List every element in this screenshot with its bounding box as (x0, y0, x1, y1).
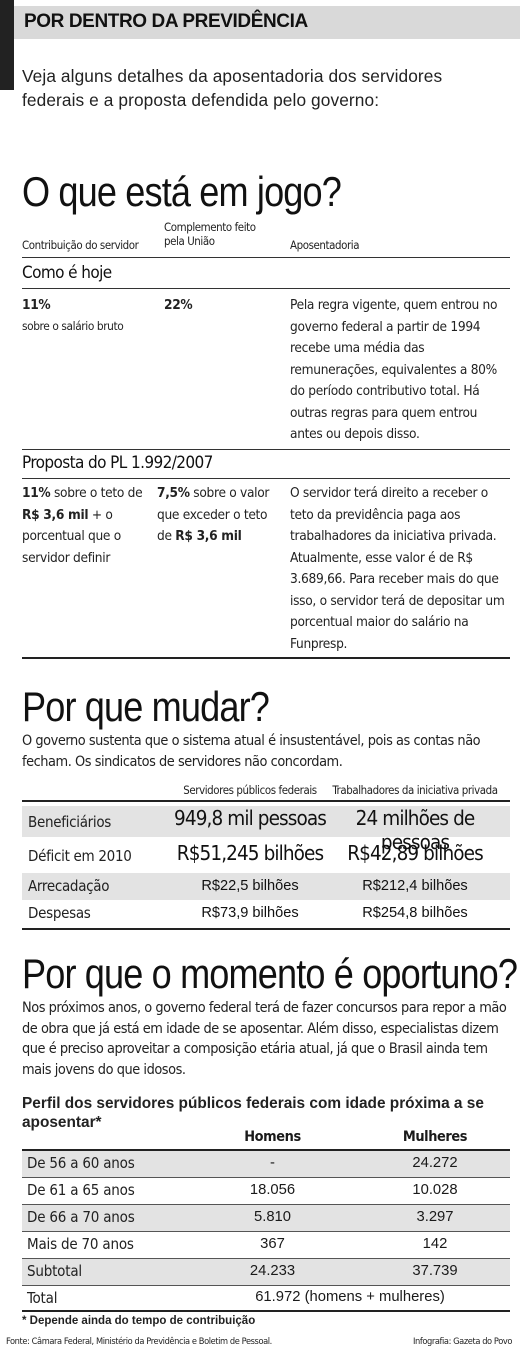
proposal-label: Proposta do PL 1.992/2007 (22, 453, 213, 473)
row-men: 18.056 (249, 1182, 296, 1198)
row-value-public: R$73,9 bilhões (201, 905, 299, 921)
divider (22, 928, 510, 930)
divider (22, 449, 510, 450)
source-credit: Fonte: Câmara Federal, Ministério da Pre… (6, 1336, 272, 1347)
proposal-contribution: 11% sobre o teto de R$ 3,6 mil + o porce… (22, 485, 143, 566)
row-women: 10.028 (412, 1182, 458, 1198)
row-women: 142 (422, 1236, 448, 1252)
row-label: Subtotal (27, 1262, 82, 1280)
row-label: Beneficiários (28, 813, 112, 831)
section3-text: Nos próximos anos, o governo federal ter… (22, 1000, 507, 1078)
row-value-public: R$22,5 bilhões (201, 878, 299, 894)
how-today-label: Como é hoje (22, 263, 112, 283)
row-women: 24.272 (412, 1155, 458, 1171)
col-contribution-header: Contribuição do servidor (22, 238, 139, 252)
total-label: Total (27, 1289, 58, 1307)
proposal-complement: 7,5% sobre o valor que exceder o teto de… (157, 485, 270, 544)
row-label: Déficit em 2010 (28, 847, 132, 865)
row-value-private: R$254,8 bilhões (362, 905, 468, 921)
row-women: 37.739 (412, 1263, 458, 1279)
row-value-private: R$212,4 bilhões (362, 878, 468, 894)
col-public-servants: Servidores públicos federais (183, 783, 317, 797)
header-band (14, 6, 520, 39)
divider (22, 257, 510, 258)
section1-title: O que está em jogo? (22, 168, 342, 215)
section3-title: Por que o momento é oportuno? (22, 950, 518, 997)
divider (22, 1285, 510, 1286)
section2-title: Por que mudar? (22, 683, 270, 730)
table-row (22, 1259, 510, 1285)
infographic-credit: Infografia: Gazeta do Povo (412, 1336, 512, 1347)
today-retirement-text: Pela regra vigente, quem entrou no gover… (290, 297, 498, 442)
col-men: Homens (244, 1129, 301, 1145)
row-label: Arrecadação (28, 877, 110, 895)
divider (22, 800, 510, 802)
section2-text: O governo sustenta que o sistema atual é… (22, 733, 481, 770)
table-title: Perfil dos servidores públicos federais … (22, 1095, 484, 1131)
row-value-public: 949,8 mil pessoas (174, 806, 327, 830)
row-label: De 61 a 65 anos (27, 1181, 135, 1199)
row-men: 5.810 (253, 1209, 292, 1225)
col-women: Mulheres (402, 1129, 468, 1145)
footnote: * Depende ainda do tempo de contribuição (22, 1315, 256, 1327)
table-row (22, 806, 510, 837)
row-value-public: R$51,245 bilhões (176, 841, 324, 865)
divider (22, 1310, 510, 1312)
divider (22, 1204, 510, 1205)
header-accent-bar (0, 0, 14, 90)
row-label: Despesas (28, 904, 91, 922)
row-men: 24.233 (249, 1263, 296, 1279)
col-complement-header: Complemento feito pela União (164, 220, 256, 248)
proposal-retirement-text: O servidor terá direito a receber o teto… (290, 485, 505, 652)
row-value-private: R$42,89 bilhões (347, 841, 483, 865)
row-label: De 56 a 60 anos (27, 1154, 135, 1172)
divider (22, 478, 510, 479)
page-title: POR DENTRO DA PREVIDÊNCIA (24, 11, 308, 32)
col-retirement-header: Aposentadoria (290, 238, 360, 252)
table-row (22, 1151, 510, 1177)
row-label: Mais de 70 anos (27, 1235, 134, 1253)
divider (22, 288, 510, 289)
divider (22, 1258, 510, 1259)
total-value: 61.972 (homens + mulheres) (255, 1289, 445, 1305)
table-row (22, 873, 510, 900)
today-contribution-note: sobre o salário bruto (22, 319, 124, 333)
row-men: 367 (260, 1236, 285, 1252)
row-men: - (270, 1155, 275, 1171)
table-row (22, 1205, 510, 1231)
col-private-workers: Trabalhadores da iniciativa privada (332, 783, 498, 797)
row-value-private: 24 milhões de pessoas (355, 806, 476, 854)
divider (22, 1149, 510, 1151)
divider (22, 1231, 510, 1232)
row-label: De 66 a 70 anos (27, 1208, 135, 1226)
row-women: 3.297 (416, 1209, 454, 1225)
intro-text: Veja alguns detalhes da aposentadoria do… (22, 66, 443, 110)
today-complement-value: 22% (164, 297, 193, 313)
divider (22, 1177, 510, 1178)
today-contribution-value: 11% (22, 297, 51, 313)
divider (22, 657, 510, 659)
